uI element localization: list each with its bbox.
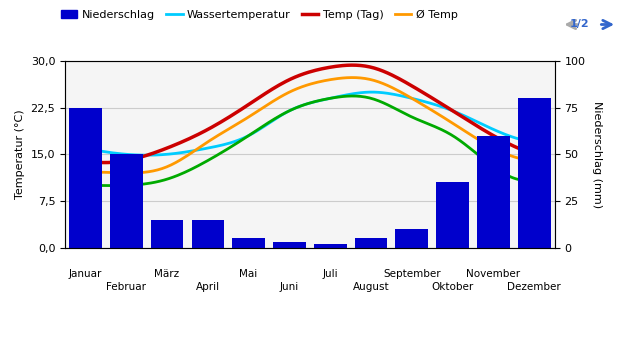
Bar bbox=[477, 136, 510, 247]
Legend: Niederschlag, Wassertemperatur, Temp (Tag), Ø Temp: Niederschlag, Wassertemperatur, Temp (Ta… bbox=[56, 6, 462, 25]
Bar bbox=[110, 154, 143, 247]
Text: 1/2: 1/2 bbox=[570, 20, 590, 29]
Y-axis label: Temperatur (°C): Temperatur (°C) bbox=[15, 110, 25, 199]
Bar bbox=[233, 238, 265, 247]
Text: Dezember: Dezember bbox=[507, 282, 561, 292]
Y-axis label: Niederschlag (mm): Niederschlag (mm) bbox=[592, 101, 602, 208]
Text: Mai: Mai bbox=[239, 270, 258, 279]
Text: November: November bbox=[466, 270, 521, 279]
Bar bbox=[314, 244, 347, 247]
Bar bbox=[191, 219, 224, 247]
Text: Februar: Februar bbox=[106, 282, 146, 292]
Bar bbox=[355, 238, 387, 247]
Bar bbox=[518, 98, 550, 247]
Text: Oktober: Oktober bbox=[431, 282, 474, 292]
Text: Juli: Juli bbox=[323, 270, 338, 279]
Text: September: September bbox=[383, 270, 441, 279]
Bar bbox=[69, 108, 102, 247]
Text: Juni: Juni bbox=[280, 282, 299, 292]
Text: April: April bbox=[196, 282, 220, 292]
Text: März: März bbox=[154, 270, 180, 279]
Bar bbox=[273, 242, 306, 247]
Bar bbox=[395, 229, 428, 247]
Bar bbox=[436, 182, 469, 247]
Text: August: August bbox=[353, 282, 389, 292]
Bar bbox=[151, 219, 183, 247]
Text: Januar: Januar bbox=[68, 270, 102, 279]
